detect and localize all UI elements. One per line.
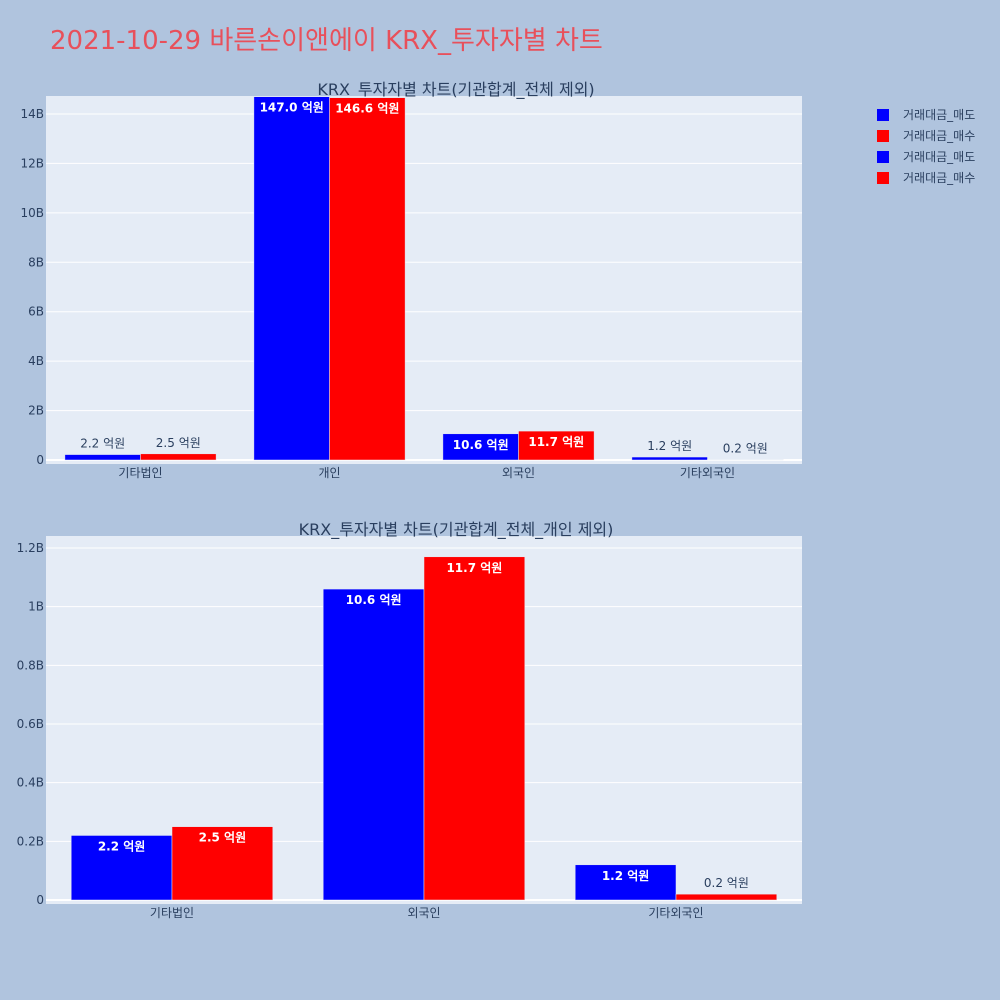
y-tick-label: 0.4B <box>17 776 44 790</box>
y-tick-label: 1B <box>28 600 44 614</box>
data-label: 11.7 억원 <box>528 435 584 449</box>
data-label: 147.0 억원 <box>260 101 324 115</box>
data-label: 10.6 억원 <box>346 593 402 607</box>
data-label: 2.5 억원 <box>199 831 247 845</box>
y-tick-label: 4B <box>28 354 44 368</box>
y-tick-label: 1.2B <box>17 541 44 555</box>
legend-label: 거래대금_매수 <box>903 171 975 185</box>
chart-title: KRX_투자자별 차트(기관합계_전체 제외) <box>317 80 594 100</box>
x-tick-label: 개인 <box>318 466 340 480</box>
y-tick-label: 0.8B <box>17 658 44 672</box>
bar <box>423 556 526 901</box>
data-label: 10.6 억원 <box>453 438 509 452</box>
data-label: 11.7 억원 <box>446 561 502 575</box>
legend-item[interactable]: 거래대금_매도 <box>877 108 975 122</box>
chart-bottom: KRX_투자자별 차트(기관합계_전체_개인 제외) 0 0.2B 0.4B 0.6B 0… <box>17 520 802 920</box>
y-tick-label: 0.2B <box>17 834 44 848</box>
y-tick-label: 12B <box>20 156 44 170</box>
bar <box>574 864 677 901</box>
y-tick-label: 0 <box>36 893 44 907</box>
bar <box>707 459 784 461</box>
legend-label: 거래대금_매도 <box>903 150 975 164</box>
data-label: 0.2 억원 <box>704 876 749 890</box>
y-tick-label: 6B <box>28 305 44 319</box>
bar <box>322 588 425 901</box>
legend-swatch <box>877 151 889 163</box>
x-tick-label: 기타법인 <box>118 466 162 480</box>
bar <box>64 454 141 461</box>
legend-item[interactable]: 거래대금_매수 <box>877 171 975 185</box>
bar <box>675 893 778 901</box>
x-tick-label: 기타외국인 <box>680 466 735 480</box>
bar <box>329 97 406 461</box>
bar <box>631 456 708 461</box>
legend-item[interactable]: 거래대금_매도 <box>877 150 975 164</box>
data-label: 0.2 억원 <box>723 442 768 456</box>
legend-swatch <box>877 172 889 184</box>
x-tick-label: 기타법인 <box>150 906 194 920</box>
legend-swatch <box>877 109 889 121</box>
bar <box>171 826 274 901</box>
y-tick-label: 0 <box>36 453 44 467</box>
y-tick-label: 14B <box>20 107 44 121</box>
legend-swatch <box>877 130 889 142</box>
plot-area <box>46 96 802 464</box>
y-tick-label: 8B <box>28 255 44 269</box>
data-label: 2.2 억원 <box>80 437 125 451</box>
bar <box>518 430 595 461</box>
x-tick-label: 외국인 <box>407 906 440 920</box>
data-label: 1.2 억원 <box>602 869 650 883</box>
bar <box>442 433 519 461</box>
chart-title: KRX_투자자별 차트(기관합계_전체_개인 제외) <box>299 520 614 540</box>
bar <box>140 453 217 461</box>
y-tick-label: 0.6B <box>17 717 44 731</box>
x-tick-label: 기타외국인 <box>648 906 703 920</box>
data-label: 146.6 억원 <box>335 102 399 116</box>
legend-label: 거래대금_매도 <box>903 108 975 122</box>
x-tick-label: 외국인 <box>502 466 535 480</box>
y-tick-label: 10B <box>20 206 44 220</box>
y-tick-label: 2B <box>28 404 44 418</box>
chart-top: KRX_투자자별 차트(기관합계_전체 제외) 0 2B 4B 6B 8B 10B 12B 14… <box>20 80 802 480</box>
data-label: 2.2 억원 <box>98 839 146 853</box>
page-title: 2021-10-29 바른손이앤에이 KRX_투자자별 차트 <box>50 26 603 56</box>
data-label: 2.5 억원 <box>156 436 201 450</box>
bar <box>70 835 173 901</box>
legend-item[interactable]: 거래대금_매수 <box>877 129 975 143</box>
bar <box>253 96 330 461</box>
data-label: 1.2 억원 <box>647 439 692 453</box>
legend-label: 거래대금_매수 <box>903 129 975 143</box>
